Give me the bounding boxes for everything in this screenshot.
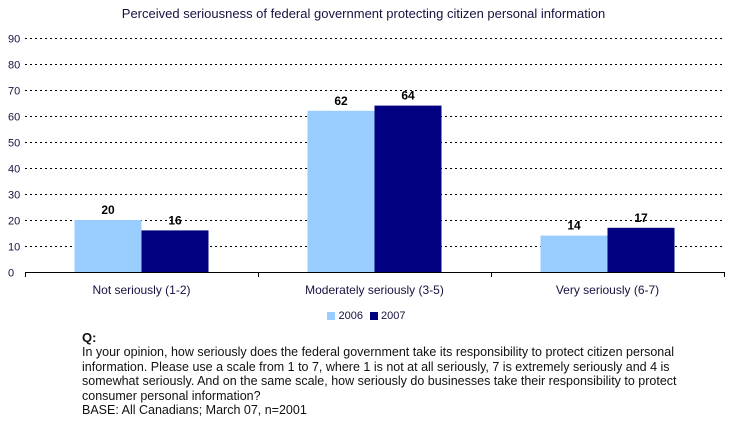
legend-label-2007: 2007 [381,310,406,322]
data-label-2007-2: 17 [634,211,648,225]
bar-2006-2 [540,235,608,272]
bar-2006-1 [307,110,375,272]
data-label-2007-1: 64 [401,89,415,103]
bar-2006-0 [74,220,142,272]
x-category-label-1: Moderately seriously (3-5) [305,283,444,297]
question-note: Q: In your opinion, how seriously does t… [82,330,722,418]
bar-2007-2 [607,227,675,272]
y-tick-label-90: 90 [8,34,20,46]
legend-swatch-2007 [370,312,379,320]
y-tick-label-50: 50 [8,138,20,150]
chart-title: Perceived seriousness of federal governm… [0,6,733,21]
legend: 2006 2007 [0,310,733,323]
y-tick-label-20: 20 [8,216,20,228]
x-category-label-2: Very seriously (6-7) [556,283,659,297]
data-label-2006-2: 14 [567,219,581,233]
legend-item-2006: 2006 [327,310,363,322]
legend-swatch-2006 [327,312,336,320]
question-label: Q: [82,330,97,345]
chart-title-text: Perceived seriousness of federal governm… [121,6,606,21]
y-tick-label-60: 60 [8,112,20,124]
legend-item-2007: 2007 [370,310,406,322]
data-label-2006-1: 62 [334,94,348,108]
x-category-label-0: Not seriously (1-2) [92,283,190,297]
question-text: In your opinion, how seriously does the … [82,345,677,403]
y-tick-label-30: 30 [8,190,20,202]
bar-2007-0 [141,230,209,272]
y-tick-label-0: 0 [8,268,14,280]
y-tick-label-80: 80 [8,60,20,72]
legend-label-2006: 2006 [338,310,363,322]
y-tick-label-40: 40 [8,164,20,176]
data-label-2006-0: 20 [101,203,115,217]
y-tick-label-70: 70 [8,86,20,98]
bar-chart: 0 10 20 30 40 50 60 70 80 90 20 16 Not seriously (1-… [8,34,725,297]
base-text: BASE: All Canadians; March 07, n=2001 [82,403,307,418]
y-tick-label-10: 10 [8,242,20,254]
bar-2007-1 [374,105,442,272]
data-label-2007-0: 16 [168,213,182,227]
